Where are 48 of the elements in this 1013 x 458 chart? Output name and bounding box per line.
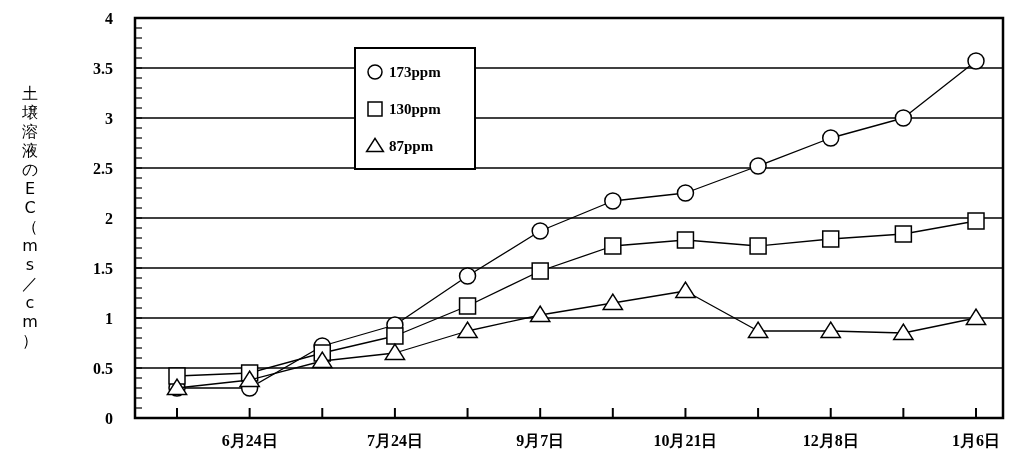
y-tick-label: 3.5 <box>93 59 113 77</box>
point <box>386 327 404 345</box>
point <box>676 184 695 202</box>
point <box>384 343 406 361</box>
point <box>458 297 477 315</box>
point <box>894 109 913 127</box>
point <box>965 308 987 326</box>
point <box>821 129 840 147</box>
point <box>239 370 260 388</box>
point <box>458 267 477 285</box>
point <box>967 212 985 230</box>
point <box>311 351 333 369</box>
point <box>531 222 549 240</box>
x-tick-label: 9月7日 <box>516 432 565 449</box>
point <box>168 367 186 385</box>
y-tick-label: 2 <box>105 209 113 227</box>
y-tick-label: 1.5 <box>93 259 113 277</box>
x-tick-label: 6月24日 <box>221 432 278 449</box>
point <box>821 230 840 248</box>
point <box>604 237 622 255</box>
point <box>529 305 551 323</box>
point <box>894 225 913 243</box>
y-tick-label: 0 <box>105 409 113 427</box>
x-tick-label: 10月21日 <box>653 432 718 449</box>
legend-label: 130ppm <box>389 101 442 118</box>
legend-label: 173ppm <box>389 64 442 81</box>
point <box>602 293 624 311</box>
legend-label: 87ppm <box>389 138 434 155</box>
point <box>604 192 622 210</box>
y-tick-label: 0.5 <box>93 359 113 377</box>
y-tick-label: 2.5 <box>93 159 113 177</box>
x-tick-label: 12月8日 <box>802 432 859 449</box>
point <box>893 323 914 341</box>
point <box>967 52 985 70</box>
x-tick-label: 7月24日 <box>366 432 423 449</box>
text: 土壌溶液のEC（ms／cm） <box>22 84 38 350</box>
point <box>749 237 767 255</box>
y-tick-label: 3 <box>105 109 113 127</box>
y-tick-label: 4 <box>105 9 113 27</box>
x-tick-label: 1月6日 <box>952 432 1000 449</box>
point <box>676 231 695 249</box>
point <box>457 321 478 339</box>
point <box>531 262 549 280</box>
point <box>749 157 767 175</box>
point <box>747 321 769 339</box>
y-tick-label: 1 <box>105 309 113 327</box>
point <box>820 321 842 339</box>
point <box>675 281 696 299</box>
